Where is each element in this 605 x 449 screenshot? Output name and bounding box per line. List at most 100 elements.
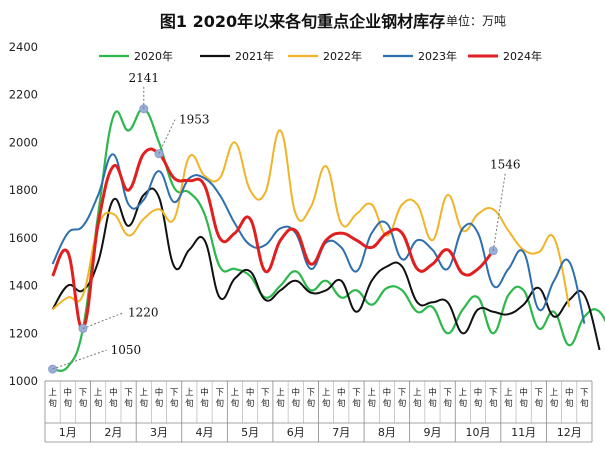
x-month-label: 12月 — [557, 426, 582, 439]
annotation-leader — [52, 349, 107, 370]
x-sub-tick-label: 中 — [519, 387, 528, 398]
x-sub-tick-label: 上 — [185, 388, 194, 398]
series-line-2020年 — [52, 107, 605, 372]
chart-title-wrap: 图1 2020年以来各旬重点企业钢材库存 — [0, 8, 605, 32]
chart-title: 图1 2020年以来各旬重点企业钢材库存 — [159, 12, 446, 31]
x-sub-tick-label: 旬 — [322, 398, 331, 409]
x-sub-tick-label: 旬 — [428, 398, 437, 409]
y-tick-label: 1400 — [9, 279, 38, 293]
x-sub-tick-label: 下 — [580, 388, 589, 398]
x-sub-tick-label: 上 — [459, 388, 468, 398]
x-sub-tick-label: 上 — [413, 388, 422, 398]
y-tick-label: 2000 — [9, 135, 38, 149]
x-sub-tick-label: 旬 — [170, 398, 179, 409]
x-sub-tick-label: 旬 — [155, 398, 164, 409]
x-sub-tick-label: 旬 — [64, 398, 73, 409]
x-sub-tick-label: 中 — [383, 387, 392, 398]
x-sub-tick-label: 下 — [124, 388, 133, 398]
x-sub-tick-label: 下 — [261, 388, 270, 398]
x-sub-tick-label: 旬 — [337, 398, 346, 409]
x-sub-tick-label: 下 — [535, 388, 544, 398]
legend-label: 2022年 — [323, 49, 362, 63]
x-sub-tick-label: 旬 — [79, 398, 88, 409]
x-sub-tick-label: 旬 — [413, 398, 422, 409]
annotation-label: 1953 — [179, 113, 210, 127]
unit-label: 单位：万吨 — [446, 14, 507, 28]
x-sub-tick-label: 旬 — [291, 398, 300, 409]
x-sub-tick-label: 旬 — [580, 398, 589, 409]
y-tick-label: 1600 — [9, 231, 38, 245]
x-sub-tick-label: 旬 — [124, 398, 133, 409]
x-month-label: 5月 — [241, 426, 259, 439]
x-sub-tick-label: 旬 — [94, 398, 103, 409]
x-month-label: 1月 — [59, 426, 77, 439]
x-sub-tick-label: 旬 — [200, 398, 209, 409]
annotation-leader — [492, 173, 506, 251]
x-sub-tick-label: 上 — [231, 388, 240, 398]
x-month-label: 10月 — [466, 426, 491, 439]
series-line-2021年 — [51, 187, 601, 351]
x-sub-tick-label: 上 — [550, 388, 559, 398]
x-sub-tick-label: 上 — [504, 388, 513, 398]
x-sub-tick-label: 旬 — [443, 398, 452, 409]
annotation-label: 1220 — [128, 306, 159, 320]
x-sub-tick-label: 中 — [200, 387, 209, 398]
x-sub-tick-label: 中 — [246, 387, 255, 398]
x-sub-tick-label: 上 — [367, 388, 376, 398]
legend-label: 2021年 — [235, 49, 274, 63]
x-sub-tick-label: 旬 — [231, 398, 240, 409]
x-sub-tick-label: 下 — [79, 388, 88, 398]
x-month-label: 2月 — [104, 426, 122, 439]
x-sub-tick-label: 旬 — [109, 398, 118, 409]
x-sub-tick-label: 中 — [474, 387, 483, 398]
annotation-leader — [158, 119, 176, 154]
x-sub-tick-label: 上 — [94, 388, 103, 398]
x-sub-tick-label: 旬 — [307, 398, 316, 409]
x-month-label: 7月 — [332, 426, 350, 439]
x-sub-tick-label: 下 — [352, 388, 361, 398]
x-sub-tick-label: 旬 — [565, 398, 574, 409]
x-month-label: 6月 — [287, 426, 305, 439]
x-sub-tick-label: 旬 — [48, 398, 57, 409]
x-sub-tick-label: 旬 — [215, 398, 224, 409]
x-sub-tick-label: 旬 — [276, 398, 285, 409]
x-sub-tick-label: 中 — [565, 387, 574, 398]
annotation-label: 2141 — [128, 71, 159, 85]
x-month-label: 11月 — [511, 426, 536, 439]
x-month-label: 4月 — [196, 426, 214, 439]
x-sub-tick-label: 下 — [443, 388, 452, 398]
x-sub-tick-label: 中 — [109, 387, 118, 398]
x-sub-tick-label: 上 — [48, 388, 57, 398]
annotation-leader — [82, 312, 125, 329]
x-sub-tick-label: 旬 — [519, 398, 528, 409]
y-tick-label: 2400 — [9, 40, 38, 54]
y-tick-label: 1000 — [9, 374, 38, 388]
x-sub-tick-label: 下 — [489, 388, 498, 398]
x-sub-tick-label: 旬 — [246, 398, 255, 409]
legend-label: 2020年 — [134, 49, 173, 63]
x-sub-tick-label: 旬 — [489, 398, 498, 409]
annotation-label: 1050 — [111, 343, 142, 357]
y-tick-label: 2200 — [9, 88, 38, 102]
x-sub-tick-label: 中 — [428, 387, 437, 398]
x-sub-tick-label: 上 — [322, 388, 331, 398]
x-sub-tick-label: 下 — [307, 388, 316, 398]
x-sub-tick-label: 上 — [276, 388, 285, 398]
x-sub-tick-label: 旬 — [352, 398, 361, 409]
x-sub-tick-label: 旬 — [550, 398, 559, 409]
x-sub-tick-label: 中 — [337, 387, 346, 398]
y-tick-label: 1800 — [9, 183, 38, 197]
y-tick-label: 1200 — [9, 326, 38, 340]
x-month-label: 3月 — [150, 426, 168, 439]
x-sub-tick-label: 旬 — [383, 398, 392, 409]
x-sub-tick-label: 下 — [170, 388, 179, 398]
annotation-label: 1546 — [490, 158, 521, 172]
x-sub-tick-label: 中 — [155, 387, 164, 398]
series-line-2022年 — [51, 129, 571, 311]
x-sub-tick-label: 旬 — [535, 398, 544, 409]
x-sub-tick-label: 上 — [140, 388, 149, 398]
x-sub-tick-label: 旬 — [459, 398, 468, 409]
x-sub-tick-label: 旬 — [398, 398, 407, 409]
x-sub-tick-label: 中 — [64, 387, 73, 398]
